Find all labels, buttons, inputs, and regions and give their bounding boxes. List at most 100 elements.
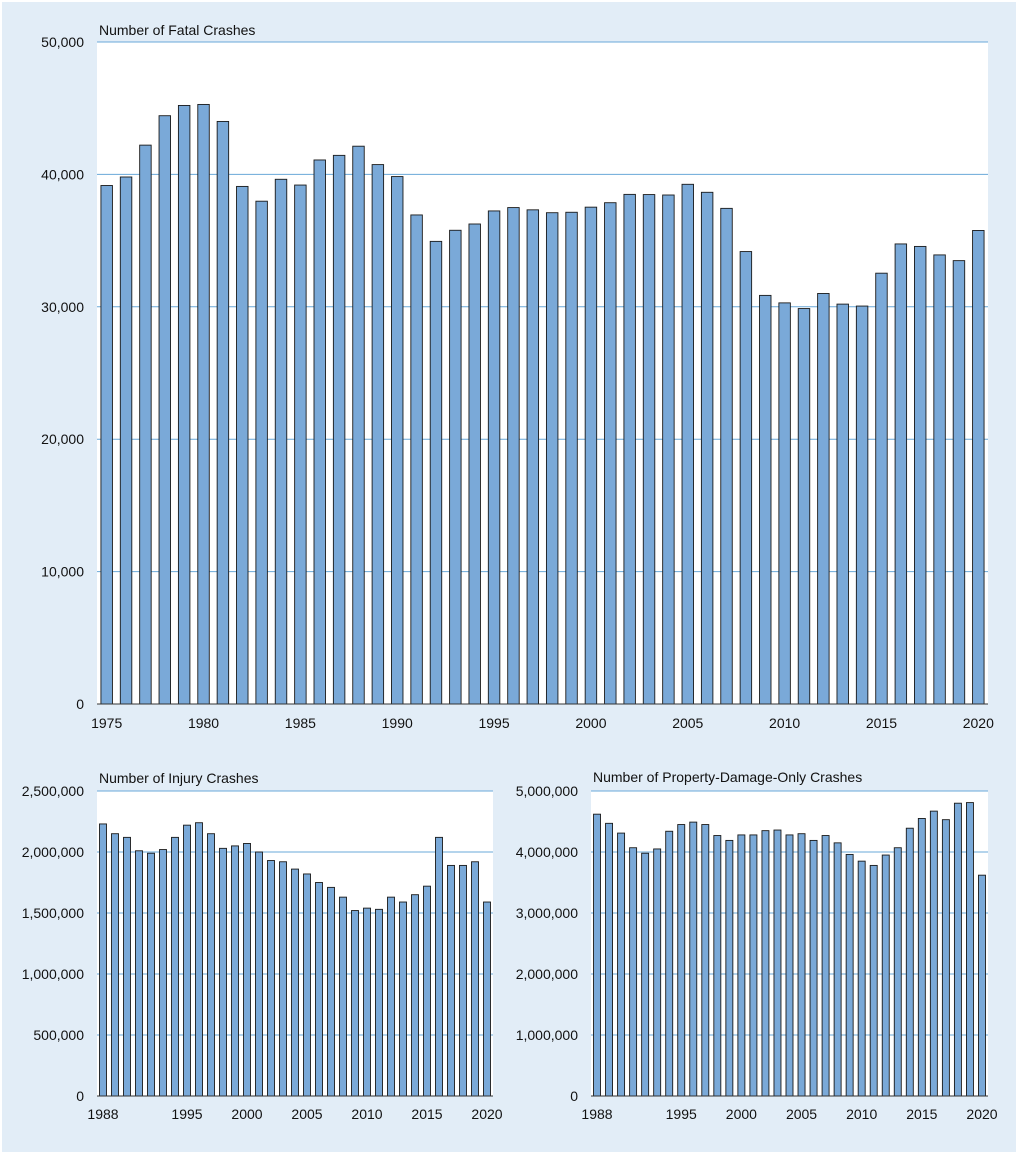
y-tick-label: 1,500,000 [22,905,84,921]
y-tick-label: 1,000,000 [516,1027,578,1043]
bar-1979 [177,104,191,705]
chart-title: Number of Injury Crashes [99,770,259,786]
bar-2015 [423,885,431,1097]
bar-2017 [914,245,927,705]
bar-2007 [327,886,335,1097]
bar-2010 [778,302,791,705]
bar-1986 [313,159,326,705]
y-tick-label: 0 [76,1088,84,1104]
bar-2016 [929,810,938,1097]
bar-2003 [642,194,656,705]
bar-2004 [662,194,675,705]
y-tick-label: 20,000 [41,431,84,447]
bar-2005 [797,833,806,1097]
bar-2009 [845,853,854,1097]
bar-1981 [216,120,230,705]
bar-2016 [435,836,443,1097]
y-tick-label: 2,500,000 [22,783,84,799]
bar-1997 [701,824,710,1097]
x-tick-label: 2010 [846,1106,877,1122]
bar-1994 [665,830,674,1097]
bar-1992 [429,240,443,705]
chart-0: 0 10,000 20,000 30,000 40,000 50,000 1975 1980 1… [41,22,994,731]
bar-1995 [677,824,686,1097]
x-tick-label: 1980 [188,715,219,731]
y-tick-label: 1,000,000 [22,966,84,982]
bar-1988 [352,145,365,705]
bar-1999 [725,839,734,1097]
bar-2006 [315,882,323,1097]
bar-2020 [483,901,491,1097]
bar-2011 [797,308,811,705]
bar-2012 [387,896,395,1097]
bar-1998 [713,835,722,1097]
bar-2014 [905,827,914,1097]
y-tick-label: 3,000,000 [516,905,578,921]
bar-2008 [739,251,753,705]
bar-1990 [123,836,131,1097]
x-tick-label: 1985 [285,715,316,731]
bar-1994 [171,836,179,1097]
bar-2010 [363,907,371,1097]
bar-1998 [219,847,227,1097]
x-tick-label: 2015 [411,1106,442,1122]
bar-1989 [111,833,119,1097]
bar-2003 [279,861,287,1097]
bar-1988 [99,823,107,1097]
bar-2020 [978,874,986,1097]
bar-1991 [629,847,638,1097]
bar-2018 [933,254,946,705]
bar-2006 [700,191,714,705]
y-tick-label: 5,000,000 [516,783,578,799]
bar-2008 [833,842,842,1097]
bar-1998 [545,212,559,705]
y-tick-label: 0 [76,696,84,712]
x-tick-label: 2020 [966,1106,997,1122]
bar-2017 [447,864,455,1097]
x-tick-label: 2020 [963,715,994,731]
bar-1993 [159,849,167,1097]
bar-1990 [391,176,404,705]
bar-2004 [291,868,299,1097]
x-tick-label: 2010 [351,1106,382,1122]
bar-2019 [952,260,966,705]
x-tick-label: 2015 [906,1106,937,1122]
bar-1997 [526,209,540,705]
bar-1990 [617,832,626,1097]
bar-2005 [303,873,311,1097]
bar-2016 [894,243,908,705]
bar-2017 [941,819,950,1097]
bar-1992 [641,852,650,1097]
bar-2004 [785,834,794,1097]
x-tick-label: 1988 [87,1106,118,1122]
x-tick-label: 1988 [581,1106,612,1122]
bar-1992 [147,852,155,1097]
bar-1977 [139,144,152,705]
y-tick-label: 4,000,000 [516,844,578,860]
bar-2002 [623,193,636,705]
chart-title: Number of Property-Damage-Only Crashes [593,769,862,785]
bar-2001 [604,202,617,705]
bar-2011 [869,864,878,1097]
bar-2001 [255,851,263,1097]
bar-1991 [135,850,143,1097]
x-tick-label: 2020 [471,1106,502,1122]
bar-1997 [207,833,215,1097]
bar-1999 [231,845,239,1097]
x-tick-label: 2000 [726,1106,757,1122]
chart-1: 0 500,000 1,000,000 1,500,000 2,000,000 2,500… [22,770,503,1122]
bar-1989 [605,822,613,1097]
x-tick-label: 2005 [786,1106,817,1122]
x-tick-label: 1975 [91,715,122,731]
bar-2018 [459,864,467,1097]
y-tick-label: 2,000,000 [516,966,578,982]
y-tick-label: 30,000 [41,299,84,315]
bar-2006 [809,839,818,1097]
bar-1975 [100,185,113,705]
x-tick-label: 2000 [231,1106,262,1122]
bar-1980 [197,103,210,705]
bar-2020 [972,230,985,705]
chart-title: Number of Fatal Crashes [99,22,255,38]
bar-1993 [653,848,662,1097]
